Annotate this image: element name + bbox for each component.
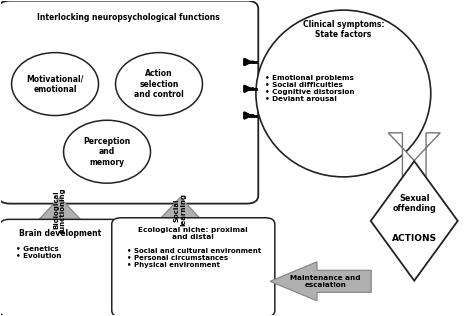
Text: Sexual
offending: Sexual offending (392, 194, 436, 213)
Text: • Social and cultural environment
• Personal circumstances
• Physical environmen: • Social and cultural environment • Pers… (127, 248, 261, 268)
Text: Social
learning: Social learning (174, 193, 187, 226)
Polygon shape (388, 133, 440, 178)
Text: Brain development: Brain development (19, 229, 101, 238)
Text: Interlocking neuropsychological functions: Interlocking neuropsychological function… (37, 13, 219, 22)
Text: Action
selection
and control: Action selection and control (134, 69, 184, 99)
Text: Ecological niche: proximal
and distal: Ecological niche: proximal and distal (138, 227, 248, 240)
Ellipse shape (116, 52, 202, 116)
FancyBboxPatch shape (112, 218, 275, 316)
Text: Biological
functioning: Biological functioning (53, 187, 66, 233)
FancyBboxPatch shape (0, 1, 258, 204)
Text: • Emotional problems
• Social difficulties
• Cognitive distorsion
• Deviant arou: • Emotional problems • Social difficulti… (265, 75, 355, 102)
Ellipse shape (64, 120, 151, 183)
Polygon shape (34, 197, 86, 225)
Text: • Genetics
• Evolution: • Genetics • Evolution (16, 246, 62, 259)
FancyBboxPatch shape (0, 219, 120, 316)
Polygon shape (270, 262, 371, 301)
Text: Perception
and
memory: Perception and memory (83, 137, 131, 167)
Polygon shape (155, 197, 206, 225)
Text: Maintenance and
escalation: Maintenance and escalation (290, 275, 361, 288)
Text: ACTIONS: ACTIONS (392, 234, 437, 243)
Polygon shape (371, 161, 458, 281)
Text: Clinical symptoms:
State factors: Clinical symptoms: State factors (302, 20, 384, 39)
Ellipse shape (256, 10, 431, 177)
Text: Motivational/
emotional: Motivational/ emotional (27, 74, 84, 94)
Ellipse shape (11, 52, 99, 116)
